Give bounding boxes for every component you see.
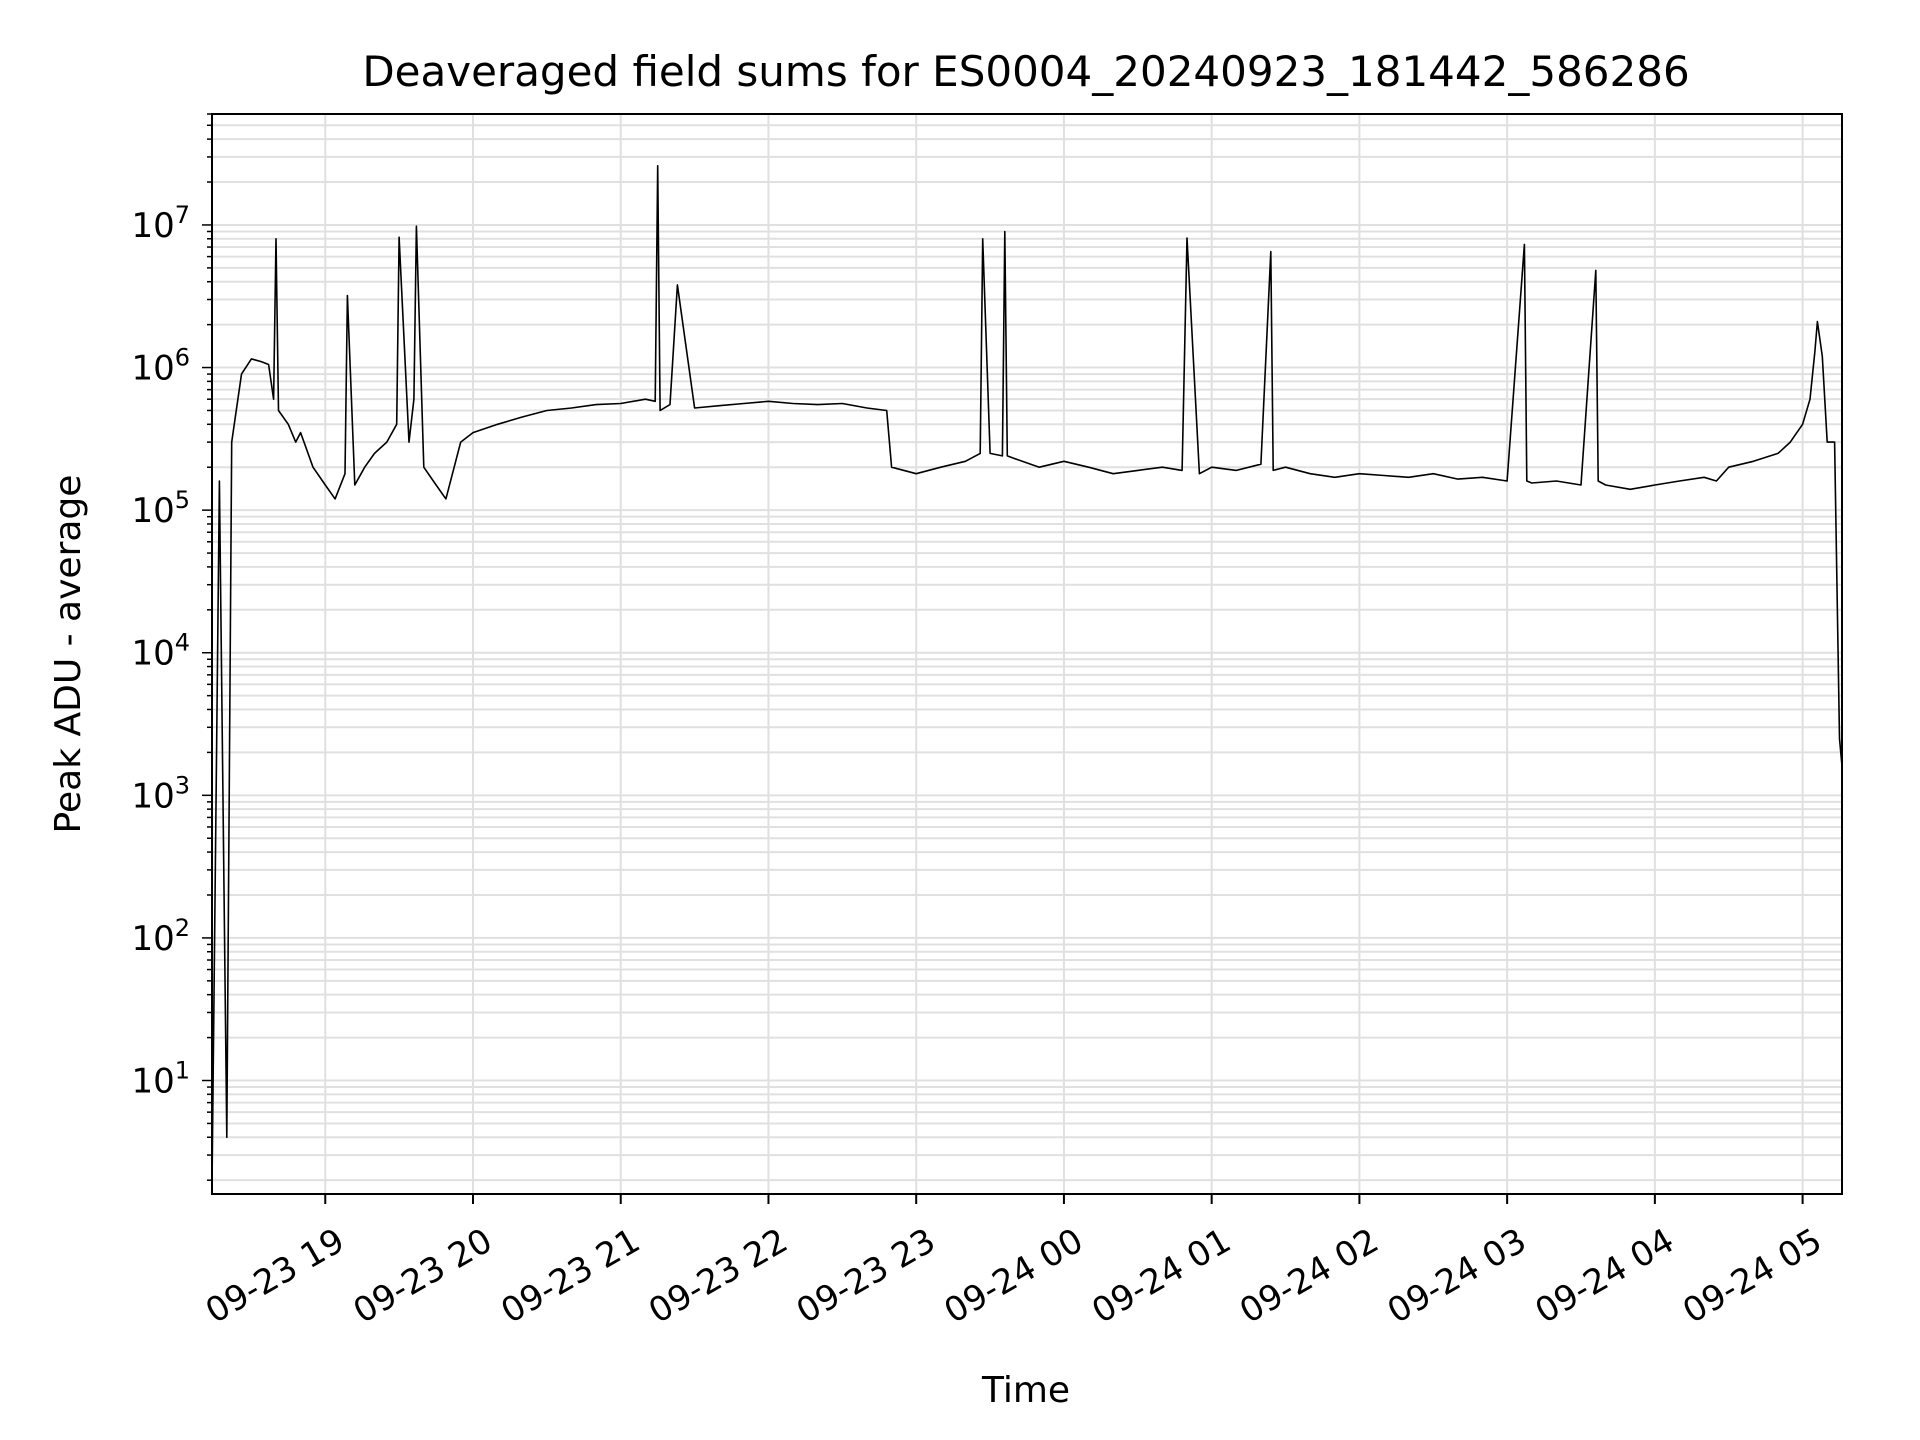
y-tick-base: 10 xyxy=(131,206,174,246)
y-tick-base: 10 xyxy=(131,349,174,389)
series-line xyxy=(211,165,1843,1187)
y-tick-exponent: 7 xyxy=(175,201,190,229)
x-axis-label: Time xyxy=(981,1370,1070,1411)
y-tick-label: 106 xyxy=(131,344,190,389)
y-tick-exponent: 2 xyxy=(175,914,190,942)
plot-frame xyxy=(211,113,1843,1195)
y-tick-exponent: 4 xyxy=(175,629,190,657)
y-tick-label: 104 xyxy=(131,629,190,674)
x-tick-label: 09-23 22 xyxy=(642,1221,794,1332)
y-tick-label: 105 xyxy=(131,486,190,531)
x-tick-label: 09-23 19 xyxy=(199,1221,351,1332)
x-tick-label: 09-23 20 xyxy=(347,1221,499,1332)
y-tick-label: 102 xyxy=(131,914,190,959)
x-tick-label: 09-24 00 xyxy=(938,1221,1090,1332)
y-tick-exponent: 1 xyxy=(175,1057,190,1085)
y-tick-base: 10 xyxy=(131,776,174,816)
data-series xyxy=(211,165,1843,1187)
y-axis-label: Peak ADU - average xyxy=(48,475,89,834)
x-tick-label: 09-24 01 xyxy=(1085,1221,1237,1332)
x-tick-label: 09-24 05 xyxy=(1676,1221,1828,1332)
grid xyxy=(212,113,1842,1194)
y-tick-base: 10 xyxy=(131,919,174,959)
x-tick-label: 09-24 04 xyxy=(1529,1221,1681,1332)
y-tick-base: 10 xyxy=(131,1062,174,1102)
y-tick-base: 10 xyxy=(131,491,174,531)
x-tick-label: 09-24 02 xyxy=(1233,1221,1385,1332)
y-tick-label: 101 xyxy=(131,1057,190,1102)
chart-title: Deaveraged field sums for ES0004_2024092… xyxy=(362,47,1689,96)
y-tick-label: 107 xyxy=(131,201,190,246)
y-tick-exponent: 6 xyxy=(175,344,190,372)
y-tick-exponent: 5 xyxy=(175,486,190,514)
y-tick-base: 10 xyxy=(131,634,174,674)
x-tick-label: 09-24 03 xyxy=(1381,1221,1533,1332)
y-tick-label: 103 xyxy=(131,771,190,816)
x-tick-label: 09-23 21 xyxy=(494,1221,646,1332)
y-tick-exponent: 3 xyxy=(175,771,190,799)
x-tick-label: 09-23 23 xyxy=(790,1221,942,1332)
